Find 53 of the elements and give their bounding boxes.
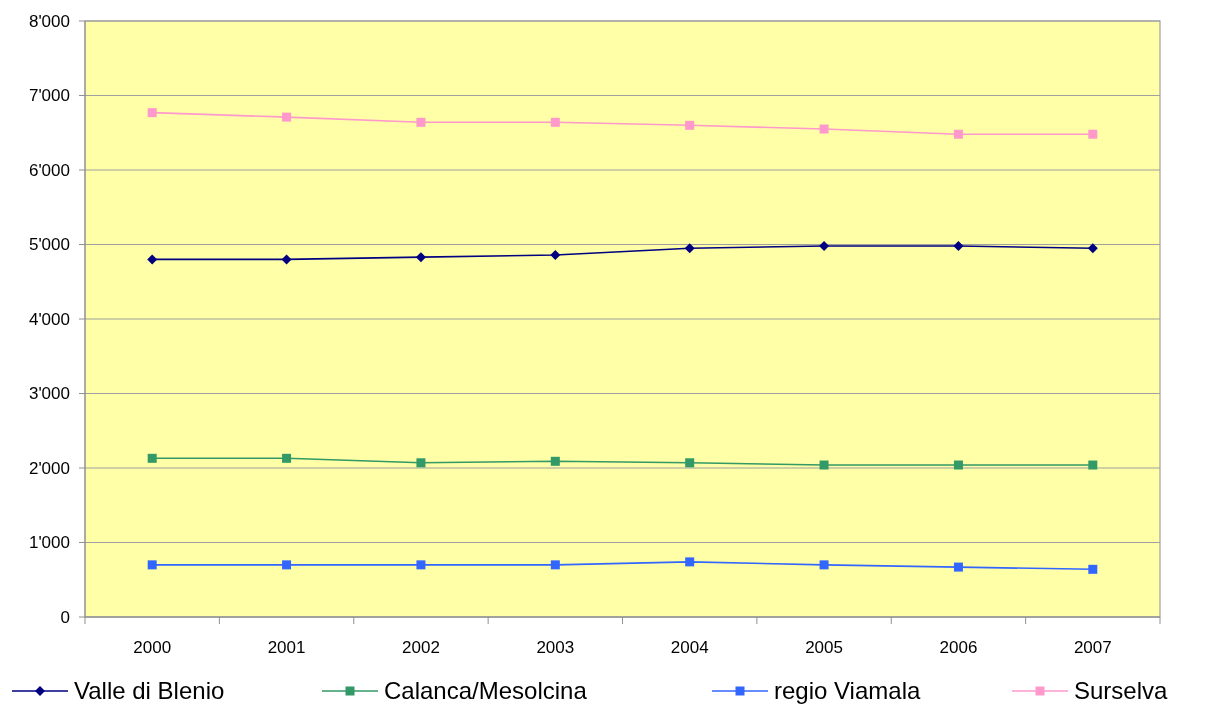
x-tick-label: 2003 — [536, 638, 575, 657]
y-tick-label: 2'000 — [28, 458, 70, 478]
x-tick-label: 2005 — [805, 638, 843, 657]
point — [953, 460, 963, 470]
y-tick-label: 1'000 — [28, 533, 70, 553]
y-tick-label: 0 — [60, 607, 70, 627]
x-tick-label: 2002 — [402, 638, 440, 657]
point — [550, 117, 560, 127]
point — [147, 453, 157, 463]
y-tick-label: 4'000 — [28, 309, 70, 329]
point — [416, 458, 426, 468]
x-tick-label: 2000 — [133, 638, 172, 657]
legend-label: regio Viamala — [774, 677, 921, 705]
x-tick-label: 2007 — [1073, 638, 1112, 657]
y-tick-label: 8'000 — [28, 11, 70, 31]
point — [684, 243, 695, 254]
legend-label: Valle di Blenio — [74, 677, 225, 705]
legend-label: Calanca/Mesolcina — [384, 677, 588, 705]
point — [416, 560, 426, 570]
point — [1088, 460, 1098, 470]
point — [1087, 243, 1098, 254]
x-tick-label: 2004 — [670, 638, 709, 657]
point — [1088, 564, 1098, 574]
point — [685, 557, 695, 567]
point — [953, 129, 963, 139]
point — [819, 240, 830, 251]
y-tick-label: 6'000 — [28, 160, 70, 180]
point — [147, 560, 157, 570]
point — [685, 120, 695, 130]
point — [416, 117, 426, 127]
y-tick-label: 3'000 — [28, 384, 70, 404]
legend-label: Surselva — [1074, 677, 1169, 705]
point — [282, 453, 292, 463]
point — [281, 254, 292, 265]
point — [685, 458, 695, 468]
point — [550, 560, 560, 570]
point — [282, 112, 292, 122]
point — [550, 456, 560, 466]
point — [953, 562, 963, 572]
x-tick-label: 2001 — [267, 638, 306, 657]
point — [819, 560, 829, 570]
point — [953, 240, 964, 251]
x-tick-label: 2006 — [939, 638, 978, 657]
point — [819, 124, 829, 134]
y-tick-label: 7'000 — [28, 86, 70, 106]
point — [1088, 129, 1098, 139]
y-tick-label: 5'000 — [28, 235, 70, 255]
point — [819, 460, 829, 470]
point — [147, 254, 158, 265]
point — [147, 108, 157, 118]
point — [415, 252, 426, 263]
point — [282, 560, 292, 570]
point — [550, 249, 561, 260]
